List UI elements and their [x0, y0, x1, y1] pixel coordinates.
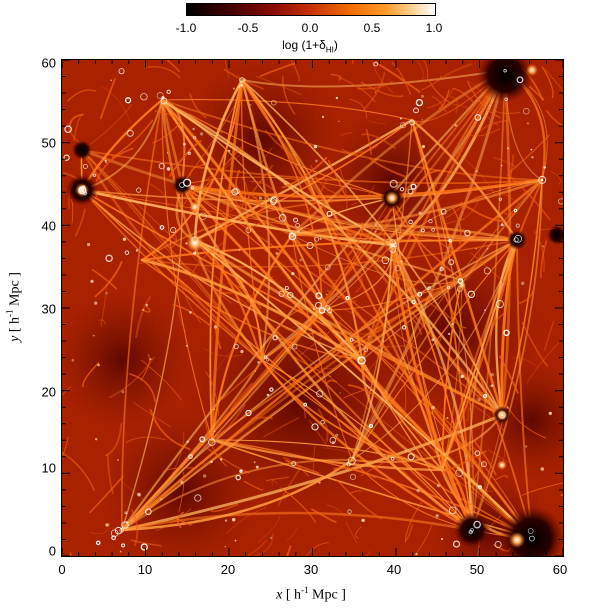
colorbar-gradient [186, 3, 436, 16]
x-tick-label: 40 [386, 562, 402, 577]
y-axis-title: y [ h-1 Mpc ] [4, 272, 23, 342]
density-map-image [62, 60, 563, 556]
y-tick-label: 60 [41, 55, 56, 71]
colorbar-tick-label: -0.5 [237, 21, 259, 35]
x-tick-label: 0 [58, 562, 66, 577]
x-tick-label: 50 [469, 562, 485, 577]
colorbar-title: log (1+δHI) [282, 38, 338, 55]
density-map [61, 59, 564, 557]
y-tick-label: 30 [41, 301, 56, 317]
y-tick-label: 50 [41, 135, 56, 151]
colorbar-tick-label: 0.5 [363, 21, 381, 35]
colorbar-tick-label: -1.0 [175, 21, 197, 35]
colorbar-tick-label: 0.0 [301, 21, 319, 35]
colorbar-tick-label: 1.0 [425, 21, 443, 35]
y-tick-label: 40 [41, 218, 56, 234]
y-tick-label: 20 [41, 384, 56, 400]
x-axis-title: x [ h-1 Mpc ] [276, 585, 346, 603]
x-tick-label: 30 [303, 562, 319, 577]
x-tick-label: 20 [220, 562, 236, 577]
x-tick-label: 10 [137, 562, 153, 577]
y-tick-label: 0 [48, 543, 56, 559]
y-tick-label: 10 [41, 460, 56, 476]
x-tick-label: 60 [552, 562, 568, 577]
